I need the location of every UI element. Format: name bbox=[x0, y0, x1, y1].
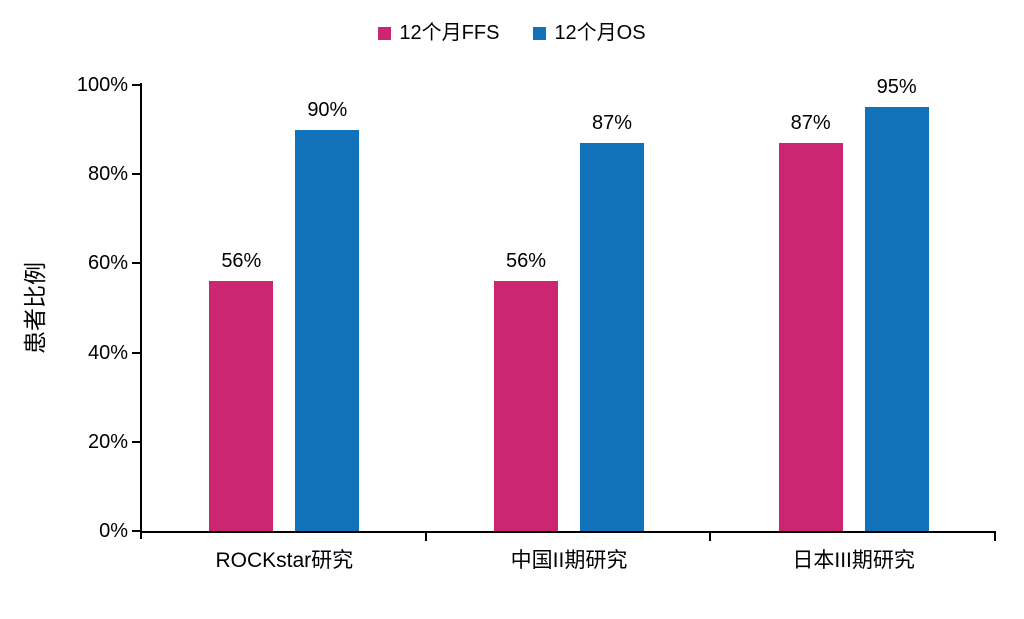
x-tick-mark bbox=[709, 533, 712, 541]
x-category-label: 中国II期研究 bbox=[510, 549, 628, 572]
bar-12个月OS-1 bbox=[580, 142, 644, 531]
y-tick-label: 40% bbox=[87, 341, 128, 364]
bar-12个月OS-2 bbox=[864, 107, 929, 531]
legend-label: 12个月OS bbox=[554, 22, 646, 44]
legend-item-0: 12个月FFS bbox=[378, 20, 499, 46]
bar-12个月FFS-2 bbox=[778, 142, 843, 531]
chart-legend: 12个月FFS 12个月OS bbox=[0, 20, 1024, 46]
y-tick-label: 60% bbox=[87, 252, 128, 275]
bar-12个月OS-0 bbox=[295, 129, 360, 531]
x-tick-mark bbox=[994, 533, 996, 541]
x-category-label: 日本III期研究 bbox=[792, 549, 915, 572]
bar-12个月FFS-1 bbox=[494, 281, 558, 531]
y-tick-label: 80% bbox=[87, 163, 128, 186]
x-category-label: ROCKstar研究 bbox=[215, 549, 354, 572]
bar-12个月FFS-0 bbox=[209, 281, 274, 531]
legend-swatch-icon bbox=[533, 26, 547, 40]
y-tick-mark bbox=[132, 173, 140, 176]
y-tick-label: 20% bbox=[87, 430, 128, 453]
legend-label: 12个月FFS bbox=[399, 22, 500, 44]
y-tick-label: 100% bbox=[76, 74, 128, 96]
bar-value-label: 56% bbox=[505, 250, 547, 273]
bar-value-label: 87% bbox=[790, 111, 831, 134]
y-tick-mark bbox=[132, 530, 140, 532]
y-axis-line bbox=[140, 83, 142, 539]
y-tick-label: 0% bbox=[99, 520, 128, 542]
legend-swatch-icon bbox=[378, 26, 392, 40]
bar-value-label: 87% bbox=[591, 111, 633, 134]
legend-item-1: 12个月OS bbox=[533, 20, 646, 46]
y-tick-mark bbox=[132, 351, 140, 354]
bar-value-label: 56% bbox=[221, 250, 262, 273]
y-tick-mark bbox=[132, 84, 140, 86]
x-tick-mark bbox=[424, 533, 427, 541]
x-axis-line bbox=[140, 531, 996, 533]
bar-value-label: 95% bbox=[876, 76, 917, 99]
y-tick-mark bbox=[132, 262, 140, 265]
y-tick-mark bbox=[132, 440, 140, 443]
bar-value-label: 90% bbox=[307, 98, 348, 121]
